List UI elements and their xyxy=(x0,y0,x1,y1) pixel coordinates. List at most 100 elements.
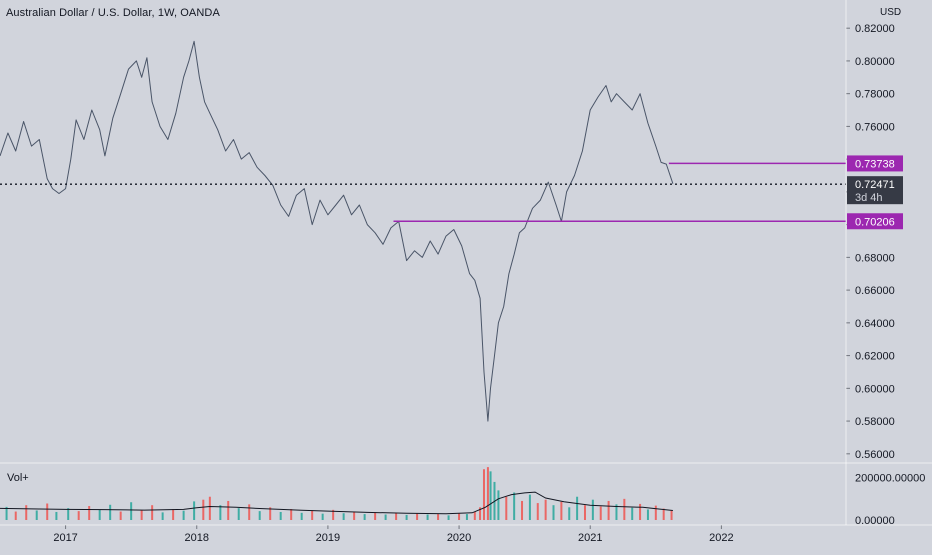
time-tick-label: 2017 xyxy=(53,532,77,544)
price-tick-label: 0.58000 xyxy=(855,416,895,428)
volume-bar xyxy=(465,514,468,520)
time-axis[interactable]: 2017 2018 2019 2020 2021 2022 xyxy=(53,525,734,544)
volume-bar xyxy=(279,511,282,520)
volume-bar xyxy=(662,508,665,520)
volume-bar xyxy=(591,499,594,520)
volume-bar xyxy=(631,507,634,520)
time-tick-label: 2020 xyxy=(447,532,471,544)
volume-bar xyxy=(486,467,489,520)
current-price-label: 0.72471 xyxy=(855,179,895,191)
volume-bar xyxy=(384,514,387,520)
volume-label[interactable]: Vol+ xyxy=(7,472,29,484)
volume-bar xyxy=(521,500,524,520)
volume-bar xyxy=(536,503,539,520)
price-tick-label: 0.80000 xyxy=(855,56,895,68)
volume-bar xyxy=(258,511,261,520)
volume-bar xyxy=(290,509,293,520)
volume-bar xyxy=(583,505,586,520)
volume-bar xyxy=(140,510,143,520)
volume-bar xyxy=(528,494,531,520)
volume-bar xyxy=(505,496,508,520)
volume-bar xyxy=(77,511,80,520)
volume-bar xyxy=(458,513,461,520)
volume-bar xyxy=(55,511,58,520)
horizontal-levels[interactable]: 0.73738 0.70206 xyxy=(393,155,903,230)
volume-bar xyxy=(654,505,657,520)
volume-bar xyxy=(670,510,673,520)
volume-bar xyxy=(479,507,482,520)
level-tag xyxy=(847,213,903,230)
time-tick-label: 2019 xyxy=(316,532,340,544)
volume-bar xyxy=(269,507,272,520)
volume-bar xyxy=(248,504,251,520)
time-tick-label: 2022 xyxy=(709,532,733,544)
volume-bar xyxy=(130,502,133,520)
volume-bar xyxy=(416,513,419,520)
volume-bar xyxy=(98,509,101,520)
volume-bar xyxy=(353,511,356,520)
volume-bar xyxy=(552,505,555,520)
volume-bar xyxy=(14,511,17,520)
volume-axis[interactable]: 200000.00000 0.00000 xyxy=(855,473,925,527)
price-tick-label: 0.82000 xyxy=(855,23,895,35)
currency-label: USD xyxy=(880,7,902,18)
volume-tick-label: 200000.00000 xyxy=(855,473,925,485)
volume-bar xyxy=(437,514,440,520)
current-price-tag xyxy=(847,176,903,205)
volume-bar xyxy=(568,507,571,520)
volume-bar xyxy=(227,500,230,520)
price-tick-label: 0.60000 xyxy=(855,383,895,395)
volume-bar xyxy=(576,496,579,520)
volume-bar xyxy=(208,496,211,520)
level-tag-label: 0.70206 xyxy=(855,216,895,228)
level-tag xyxy=(847,155,903,172)
price-tick-label: 0.66000 xyxy=(855,285,895,297)
volume-bar xyxy=(497,490,500,520)
level-tag-label: 0.73738 xyxy=(855,158,895,170)
volume-bar xyxy=(395,512,398,520)
time-tick-label: 2021 xyxy=(578,532,602,544)
volume-bar xyxy=(119,511,122,520)
volume-bar xyxy=(639,503,642,520)
volume-bars xyxy=(5,467,673,520)
volume-bar xyxy=(161,512,164,520)
volume-ma-line xyxy=(0,491,673,515)
volume-bar xyxy=(646,509,649,520)
volume-tick-label: 0.00000 xyxy=(855,515,895,527)
volume-bar xyxy=(607,500,610,520)
volume-bar xyxy=(172,509,175,520)
volume-bar xyxy=(151,505,154,520)
price-axis[interactable]: 0.820000.800000.780000.760000.740000.720… xyxy=(846,23,895,461)
volume-bar xyxy=(300,512,303,520)
volume-bar xyxy=(35,510,38,520)
bar-countdown-label: 3d 4h xyxy=(855,192,883,204)
volume-bar xyxy=(109,504,112,520)
price-tick-label: 0.78000 xyxy=(855,89,895,101)
volume-bar xyxy=(46,503,49,520)
volume-bar xyxy=(405,514,408,520)
volume-bar xyxy=(67,508,70,520)
volume-bar xyxy=(25,505,28,520)
volume-bar xyxy=(623,498,626,520)
price-tick-label: 0.62000 xyxy=(855,351,895,363)
volume-ma-polyline xyxy=(0,491,673,515)
volume-bar xyxy=(544,499,547,520)
volume-bar xyxy=(560,501,563,520)
volume-bar xyxy=(482,469,485,520)
volume-bar xyxy=(447,515,450,520)
price-tick-label: 0.64000 xyxy=(855,318,895,330)
volume-bar xyxy=(321,513,324,520)
volume-bar xyxy=(311,510,314,520)
price-polyline xyxy=(0,40,674,422)
volume-bar xyxy=(193,501,196,520)
volume-bar xyxy=(513,492,516,520)
volume-bar xyxy=(426,514,429,520)
volume-bar xyxy=(374,512,377,520)
volume-bar xyxy=(489,471,492,520)
volume-bar xyxy=(5,506,8,520)
volume-bar xyxy=(363,514,366,520)
volume-bar xyxy=(182,510,185,520)
